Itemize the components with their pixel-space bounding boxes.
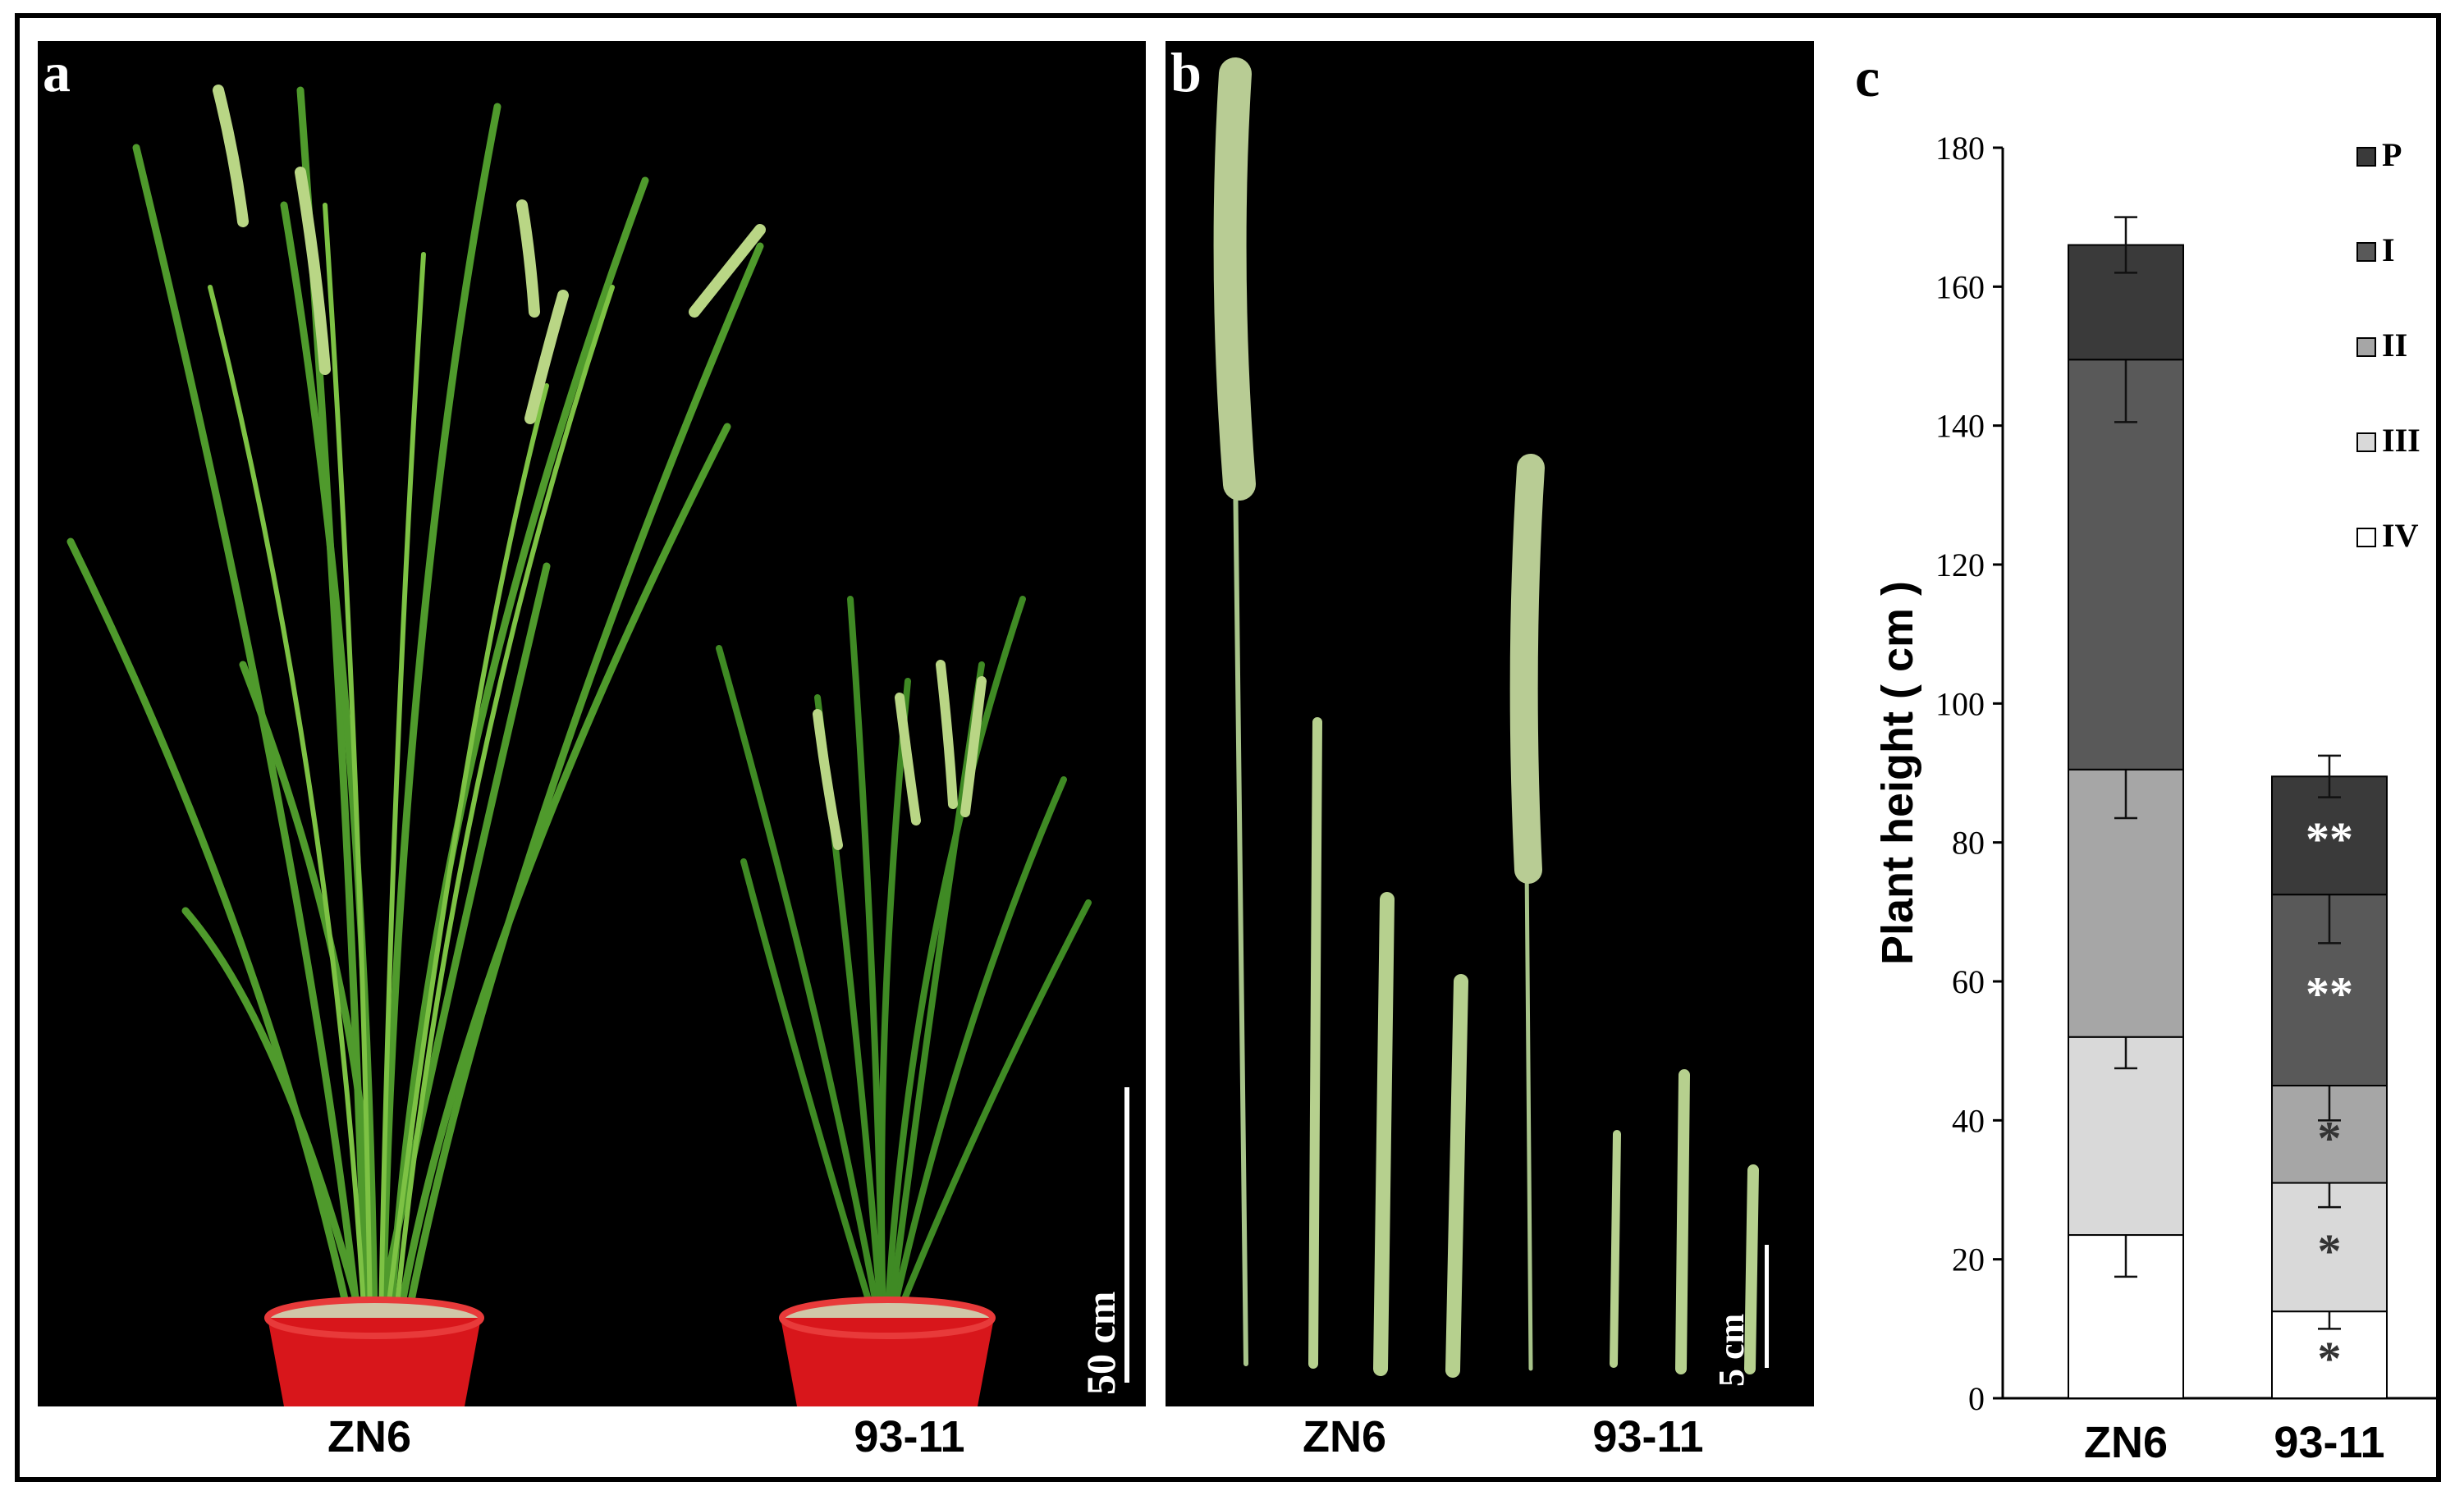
y-tick-label: 0 <box>1968 1380 1985 1417</box>
significance-marker: * <box>2318 1224 2342 1278</box>
pot-93-11 <box>779 1296 996 1406</box>
panel-a-photo: a 50 cm <box>38 41 1146 1406</box>
category-label: ZN6 <box>2084 1418 2168 1467</box>
significance-marker: ** <box>2306 812 2353 866</box>
genotype-label-b-93-11: 93-11 <box>1592 1412 1704 1461</box>
y-tick-label: 80 <box>1952 825 1985 862</box>
y-tick-label: 180 <box>1935 130 1985 167</box>
y-axis-label: Plant height ( cm ) <box>1873 581 1922 965</box>
scale-bar-a <box>1124 1087 1129 1383</box>
legend-swatch <box>2356 528 2376 547</box>
pot-zn6 <box>264 1296 484 1406</box>
legend-swatch <box>2356 147 2376 167</box>
significance-marker: * <box>2318 1332 2342 1385</box>
legend-label: II <box>2382 327 2407 364</box>
y-tick-label: 100 <box>1935 685 1985 722</box>
legend-label: IV <box>2382 517 2419 554</box>
genotype-label-a-zn6: ZN6 <box>327 1412 412 1461</box>
legend-swatch <box>2356 432 2376 452</box>
significance-marker: * <box>2318 1111 2342 1164</box>
genotype-label-b-zn6: ZN6 <box>1302 1412 1387 1461</box>
panel-label-c: c <box>1855 46 1880 108</box>
y-tick-label: 140 <box>1935 408 1985 445</box>
scale-bar-b <box>1765 1245 1769 1368</box>
legend-label: I <box>2382 231 2395 268</box>
rice-plants-photo <box>66 85 1129 1406</box>
genotype-label-a-93-11: 93-11 <box>854 1412 965 1461</box>
internodes-photo <box>1213 57 1769 1378</box>
bar-segment <box>2068 1036 2184 1237</box>
category-label: 93-11 <box>2274 1418 2384 1467</box>
legend-label: III <box>2382 422 2420 459</box>
panel-label-a: a <box>38 41 79 108</box>
panel-b-photo: b 5 cm <box>1166 41 1814 1406</box>
y-tick-label: 60 <box>1952 963 1985 1000</box>
legend-label: P <box>2382 136 2402 173</box>
legend-swatch <box>2356 337 2376 357</box>
significance-marker: ** <box>2306 967 2353 1021</box>
y-tick-label: 40 <box>1952 1102 1985 1139</box>
panel-label-b: b <box>1166 41 1210 108</box>
y-tick-label: 120 <box>1935 546 1985 583</box>
y-tick-label: 160 <box>1935 268 1985 305</box>
legend-swatch <box>2356 242 2376 262</box>
y-tick-label: 20 <box>1952 1242 1985 1278</box>
